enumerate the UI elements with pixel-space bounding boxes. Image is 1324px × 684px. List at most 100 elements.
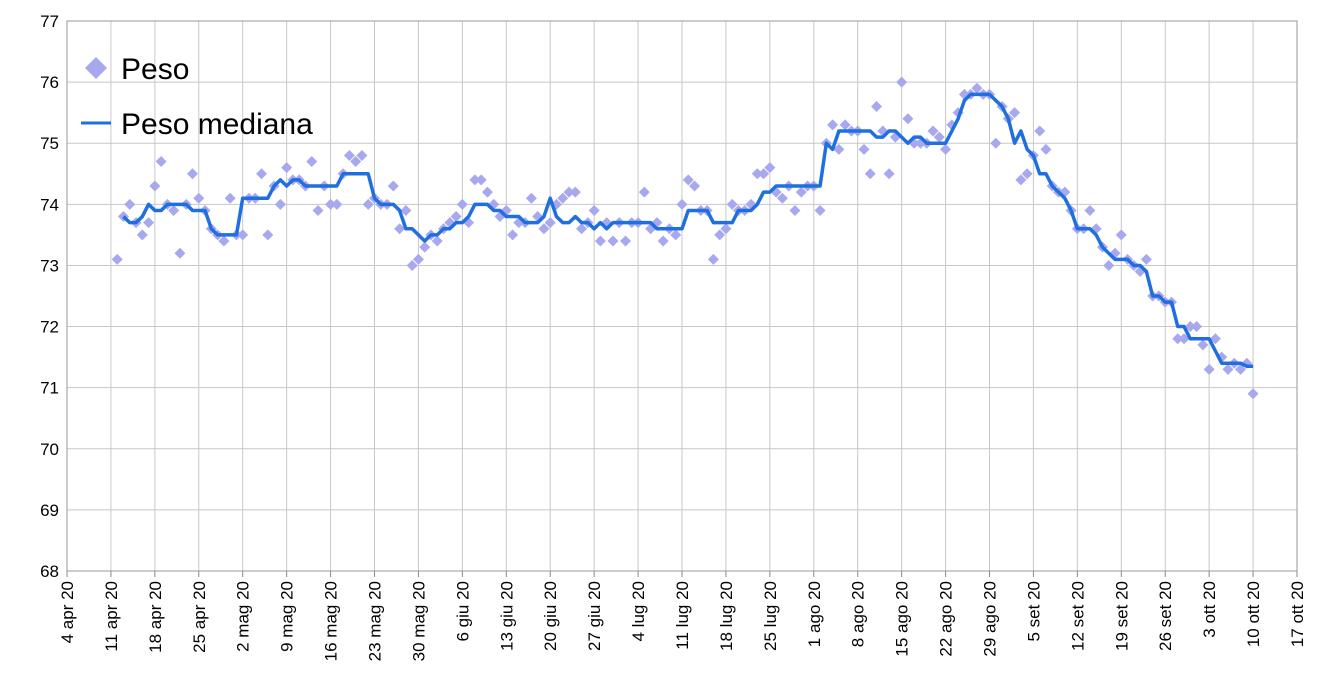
x-tick-label: 4 apr 20: [58, 581, 77, 643]
peso-point: [143, 217, 155, 229]
peso-point: [306, 156, 318, 168]
y-tick-label: 72: [40, 318, 59, 337]
x-tick-label: 22 ago 20: [937, 581, 956, 657]
peso-point: [362, 198, 374, 210]
plot-border: [66, 20, 1298, 572]
peso-point: [720, 223, 732, 235]
peso-point: [237, 229, 249, 241]
x-tick-label: 16 mag 20: [322, 581, 341, 661]
y-tick-label: 69: [40, 501, 59, 520]
peso-point: [707, 253, 719, 265]
x-tick-label: 11 apr 20: [102, 581, 121, 652]
legend-label: Peso: [121, 53, 189, 86]
peso-point: [356, 149, 368, 161]
x-tick-label: 20 giu 20: [541, 581, 560, 651]
peso-point: [871, 101, 883, 113]
peso-point: [456, 198, 468, 210]
peso-point: [1203, 363, 1215, 375]
peso-point: [1021, 168, 1033, 180]
peso-point: [676, 198, 688, 210]
peso-point: [187, 168, 199, 180]
x-tick-label: 27 giu 20: [585, 581, 604, 651]
peso-point: [588, 204, 600, 216]
x-tick-label: 9 mag 20: [278, 581, 297, 652]
peso-point: [331, 198, 343, 210]
y-tick-label: 73: [40, 256, 59, 275]
peso-point: [193, 192, 205, 204]
peso-point: [726, 198, 738, 210]
peso-point: [325, 198, 337, 210]
x-tick-label: 5 set 20: [1024, 581, 1043, 642]
peso-point: [594, 235, 606, 247]
y-tick-label: 74: [40, 195, 59, 214]
peso-point: [827, 119, 839, 131]
peso-point: [990, 137, 1002, 149]
x-tick-label: 15 ago 20: [893, 581, 912, 657]
x-tick-label: 26 set 20: [1156, 581, 1175, 651]
peso-point: [343, 149, 355, 161]
peso-point: [1009, 107, 1021, 119]
peso-point: [117, 211, 129, 223]
peso-point: [971, 82, 983, 94]
x-tick-label: 18 apr 20: [146, 581, 165, 653]
peso-point: [620, 235, 632, 247]
peso-point: [814, 204, 826, 216]
peso-point: [1015, 174, 1027, 186]
peso-point: [256, 168, 268, 180]
x-tick-label: 25 lug 20: [761, 581, 780, 651]
peso-point: [758, 168, 770, 180]
peso-point: [1222, 363, 1234, 375]
x-tick-label: 4 lug 20: [629, 581, 648, 642]
x-tick-label: 1 ago 20: [805, 581, 824, 647]
x-tick-label: 8 ago 20: [849, 581, 868, 647]
peso-point: [576, 223, 588, 235]
peso-point: [387, 180, 399, 192]
x-tick-label: 29 ago 20: [981, 581, 1000, 657]
peso-point: [475, 174, 487, 186]
peso-point: [400, 204, 412, 216]
peso-point: [670, 229, 682, 241]
legend-label: Peso mediana: [121, 108, 313, 141]
x-tick-label: 19 set 20: [1112, 581, 1131, 651]
peso-point: [839, 119, 851, 131]
peso-point: [1115, 229, 1127, 241]
x-tick-label: 6 giu 20: [453, 581, 472, 642]
peso-point: [525, 192, 537, 204]
peso-point: [538, 223, 550, 235]
peso-point: [657, 235, 669, 247]
peso-point: [262, 229, 274, 241]
x-tick-label: 3 ott 20: [1200, 581, 1219, 638]
peso-point: [544, 217, 556, 229]
peso-point: [412, 253, 424, 265]
peso-point: [689, 180, 701, 192]
peso-point: [1034, 125, 1046, 137]
peso-point: [1103, 259, 1115, 271]
y-tick-label: 77: [40, 12, 59, 31]
peso-point: [1140, 253, 1152, 265]
peso-point: [1235, 363, 1247, 375]
peso-point: [419, 241, 431, 253]
y-tick-label: 76: [40, 73, 59, 92]
x-tick-label: 13 giu 20: [497, 581, 516, 651]
peso-point: [149, 180, 161, 192]
peso-point: [111, 253, 123, 265]
x-tick-label: 11 lug 20: [673, 581, 692, 650]
y-tick-label: 70: [40, 440, 59, 459]
peso-point: [927, 125, 939, 137]
peso-point: [312, 204, 324, 216]
peso-point: [218, 235, 230, 247]
legend-marker: [85, 57, 107, 79]
peso-point: [764, 162, 776, 174]
peso-point: [682, 174, 694, 186]
peso-point: [136, 229, 148, 241]
peso-point: [394, 223, 406, 235]
peso-point: [224, 192, 236, 204]
peso-point: [431, 235, 443, 247]
peso-point: [469, 174, 481, 186]
y-tick-label: 75: [40, 134, 59, 153]
peso-point: [864, 168, 876, 180]
peso-point: [406, 259, 418, 271]
x-tick-label: 2 mag 20: [234, 581, 253, 652]
peso-point: [751, 168, 763, 180]
